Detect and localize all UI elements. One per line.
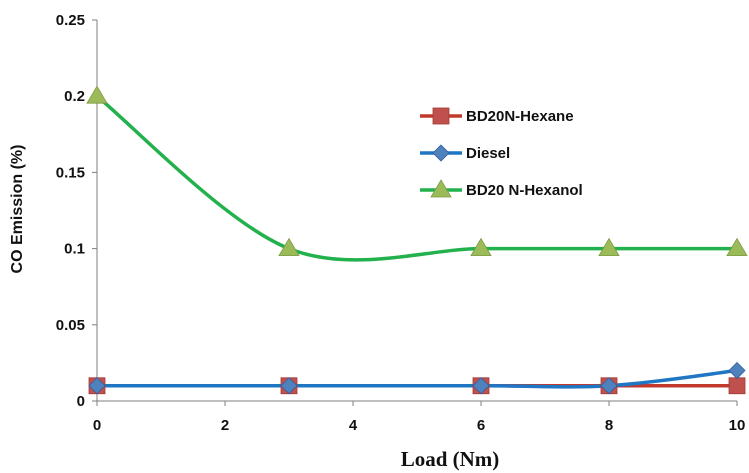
x-tick-label: 10	[729, 417, 746, 434]
legend-entry: Diesel	[420, 144, 510, 162]
series-diamond	[97, 368, 738, 389]
data-point	[278, 237, 300, 257]
legend: BD20N-Hexane Diesel BD20 N-Hexanol	[420, 107, 583, 199]
y-tick-label: 0	[77, 393, 85, 410]
y-tick-label: 0.2	[64, 88, 85, 105]
data-point	[86, 85, 108, 104]
x-axis-label: Load (Nm)	[401, 447, 500, 471]
x-tick-label: 8	[605, 417, 613, 434]
x-tick-label: 0	[93, 417, 101, 434]
axes: 0 0.05 0.1 0.15 0.2 0.25 0 2 4 6 8 10	[56, 12, 746, 434]
series-line	[95, 94, 737, 262]
x-tick-label: 2	[221, 417, 229, 434]
x-tick-label: 4	[349, 417, 358, 434]
series-markers-diamond	[88, 361, 746, 395]
y-tick-label: 0.15	[56, 164, 85, 181]
legend-marker	[430, 179, 452, 198]
legend-entry: BD20N-Hexane	[420, 107, 574, 125]
legend-label: BD20N-Hexane	[466, 108, 574, 125]
series-triangle	[95, 94, 737, 262]
data-point	[280, 377, 298, 395]
legend-marker	[432, 144, 450, 162]
data-point	[728, 361, 746, 380]
x-tick-label: 6	[477, 417, 485, 434]
data-point	[600, 377, 618, 395]
series-markers-triangle	[86, 85, 748, 257]
y-tick-label: 0.05	[56, 317, 85, 334]
y-axis-label: CO Emission (%)	[9, 145, 26, 274]
legend-entry: BD20 N-Hexanol	[420, 179, 583, 199]
legend-label: Diesel	[466, 145, 510, 162]
legend-label: BD20 N-Hexanol	[466, 182, 583, 199]
data-point	[726, 237, 748, 257]
data-point	[88, 377, 106, 395]
data-point	[470, 237, 492, 257]
series-group	[86, 85, 748, 395]
data-point	[598, 237, 620, 257]
data-point	[472, 377, 490, 395]
y-tick-label: 0.25	[56, 12, 85, 29]
legend-marker	[432, 107, 450, 125]
series-line	[97, 368, 738, 389]
y-tick-label: 0.1	[64, 241, 85, 258]
data-point	[728, 377, 746, 395]
